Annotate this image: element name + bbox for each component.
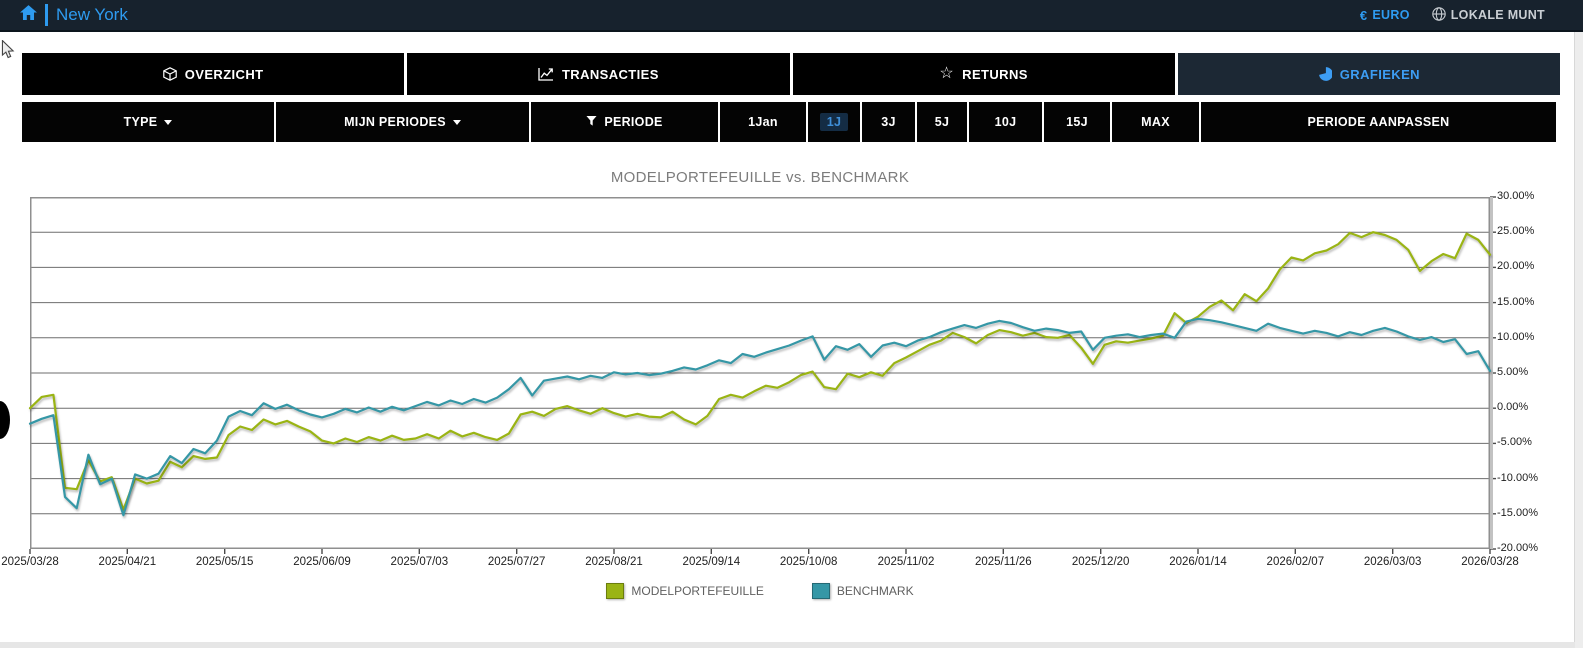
screen-edge-handle[interactable] xyxy=(0,401,10,439)
x-axis-tick-label: 2025/09/14 xyxy=(682,556,741,568)
euro-icon: € xyxy=(1359,7,1368,23)
period-button-5j[interactable]: 5J xyxy=(917,102,967,142)
tab-grafieken[interactable]: GRAFIEKEN xyxy=(1177,53,1560,95)
period-button-15j[interactable]: 15J xyxy=(1044,102,1110,142)
y-axis-tick-label: -10.00% xyxy=(1497,471,1538,484)
x-axis-tick-label: 2025/04/21 xyxy=(98,556,157,568)
period-button-10j[interactable]: 10J xyxy=(969,102,1042,142)
navbar-left: New York xyxy=(0,4,128,26)
scrollbar[interactable] xyxy=(1574,32,1583,648)
chart-legend: MODELPORTEFEUILLE BENCHMARK xyxy=(30,583,1490,599)
tab-label: TRANSACTIES xyxy=(561,66,659,82)
tab-overzicht[interactable]: OVERZICHT xyxy=(22,53,405,95)
period-button-3j[interactable]: 3J xyxy=(862,102,915,142)
caret-down-icon xyxy=(164,119,173,125)
legend-label: BENCHMARK xyxy=(836,584,914,598)
periode-aanpassen-label: PERIODE AANPASSEN xyxy=(1307,115,1450,129)
legend-swatch-green xyxy=(606,583,625,599)
x-axis-tick-label: 2025/08/21 xyxy=(585,556,643,568)
period-label: 15J xyxy=(1066,115,1088,129)
x-axis-tick-label: 2026/03/03 xyxy=(1363,556,1422,568)
x-axis-tick-label: 2025/07/27 xyxy=(487,556,546,568)
navbar-right: € EURO LOKALE MUNT xyxy=(1360,6,1583,24)
y-axis-tick-label: -20.00% xyxy=(1497,542,1538,554)
x-axis-tick-label: 2025/10/08 xyxy=(779,556,838,568)
x-axis-tick-label: 2025/11/26 xyxy=(974,556,1032,568)
y-axis-tick-label: 5.00% xyxy=(1497,366,1529,378)
tab-label: RETURNS xyxy=(962,66,1028,82)
window-bottom-edge xyxy=(0,642,1575,648)
x-axis-tick-label: 2026/02/07 xyxy=(1266,556,1325,568)
pie-chart-icon xyxy=(1318,67,1332,81)
period-button-max[interactable]: MAX xyxy=(1112,102,1199,142)
type-label: TYPE xyxy=(123,115,158,129)
tab-label: GRAFIEKEN xyxy=(1339,66,1420,82)
star-icon: ☆ xyxy=(939,65,955,82)
x-axis-tick-label: 2026/01/14 xyxy=(1169,556,1227,568)
y-axis-tick-label: 0.00% xyxy=(1497,401,1529,414)
currency-euro-toggle[interactable]: € EURO xyxy=(1360,8,1410,23)
legend-swatch-teal xyxy=(811,583,830,599)
period-button-1j[interactable]: 1J xyxy=(808,102,860,142)
line-chart-plot-area xyxy=(28,196,1496,554)
y-axis-tick-label: 10.00% xyxy=(1497,330,1535,343)
y-axis-tick-label: -5.00% xyxy=(1497,436,1532,449)
top-navbar: New York € EURO LOKALE MUNT xyxy=(0,0,1583,32)
currency-local-label: LOKALE MUNT xyxy=(1450,8,1545,22)
globe-icon xyxy=(1431,6,1446,24)
tab-label: OVERZICHT xyxy=(184,66,264,82)
cube-icon xyxy=(162,67,177,81)
periode-aanpassen-button[interactable]: PERIODE AANPASSEN xyxy=(1201,102,1556,142)
x-axis-tick-label: 2025/12/20 xyxy=(1071,556,1130,568)
y-axis-tick-label: 30.00% xyxy=(1497,190,1535,202)
x-axis-tick-label: 2025/11/02 xyxy=(877,556,935,568)
mijn-periodes-label: MIJN PERIODES xyxy=(344,115,446,129)
mijn-periodes-dropdown[interactable]: MIJN PERIODES xyxy=(276,102,529,142)
legend-item-benchmark[interactable]: BENCHMARK xyxy=(811,583,914,599)
y-axis-tick-label: 25.00% xyxy=(1497,225,1535,238)
chart-line-icon xyxy=(538,67,554,81)
x-axis-tick-label: 2026/03/28 xyxy=(1461,556,1519,568)
y-axis-tick-label: 20.00% xyxy=(1497,260,1535,273)
chart-title: MODELPORTEFEUILLE vs. BENCHMARK xyxy=(610,169,910,186)
legend-label: MODELPORTEFEUILLE xyxy=(631,584,764,598)
period-label: 1Jan xyxy=(748,115,778,129)
mouse-cursor xyxy=(1,39,15,65)
period-label: 10J xyxy=(994,115,1017,129)
caret-down-icon xyxy=(452,119,461,125)
currency-local-toggle[interactable]: LOKALE MUNT xyxy=(1431,6,1545,24)
x-axis-tick-label: 2025/05/15 xyxy=(195,556,254,568)
period-label: 5J xyxy=(934,115,950,129)
period-label: 3J xyxy=(881,115,896,129)
legend-item-modelportefeuille[interactable]: MODELPORTEFEUILLE xyxy=(606,583,764,599)
period-label: 1J xyxy=(819,113,849,131)
x-axis-tick-label: 2025/03/28 xyxy=(1,556,59,568)
x-axis-tick-label: 2025/06/09 xyxy=(293,556,351,568)
period-button-1jan[interactable]: 1Jan xyxy=(720,102,806,142)
title-divider xyxy=(45,4,48,26)
funnel-icon xyxy=(586,115,597,130)
y-axis-tick-label: 15.00% xyxy=(1497,295,1535,308)
home-icon[interactable] xyxy=(20,5,37,25)
currency-euro-label: EURO xyxy=(1372,8,1410,22)
x-axis-tick-label: 2025/07/03 xyxy=(390,556,449,568)
periode-filter-button[interactable]: PERIODE xyxy=(531,102,718,142)
main-tabbar: OVERZICHT TRANSACTIES ☆ RETURNS GRAFIEKE… xyxy=(22,53,1560,95)
page-title: New York xyxy=(56,5,128,24)
tab-returns[interactable]: ☆ RETURNS xyxy=(792,53,1175,95)
periode-label: PERIODE xyxy=(604,115,663,129)
y-axis-tick-label: -15.00% xyxy=(1497,506,1538,519)
line-chart-svg xyxy=(28,196,1496,554)
type-dropdown[interactable]: TYPE xyxy=(22,102,274,142)
filter-bar: TYPE MIJN PERIODES PERIODE 1Jan 1J 3J 5J… xyxy=(22,102,1556,142)
tab-transacties[interactable]: TRANSACTIES xyxy=(407,53,790,95)
period-label: MAX xyxy=(1141,115,1170,129)
